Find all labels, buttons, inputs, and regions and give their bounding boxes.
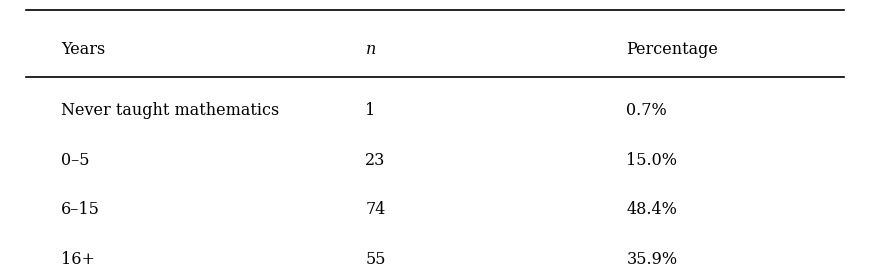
Text: n: n — [365, 41, 375, 58]
Text: Years: Years — [61, 41, 105, 58]
Text: 23: 23 — [365, 152, 385, 169]
Text: 0.7%: 0.7% — [626, 102, 667, 119]
Text: 1: 1 — [365, 102, 375, 119]
Text: 16+: 16+ — [61, 251, 95, 268]
Text: 74: 74 — [365, 201, 385, 218]
Text: 0–5: 0–5 — [61, 152, 90, 169]
Text: 48.4%: 48.4% — [626, 201, 676, 218]
Text: Percentage: Percentage — [626, 41, 718, 58]
Text: Never taught mathematics: Never taught mathematics — [61, 102, 279, 119]
Text: 55: 55 — [365, 251, 386, 268]
Text: 6–15: 6–15 — [61, 201, 100, 218]
Text: 15.0%: 15.0% — [626, 152, 677, 169]
Text: 35.9%: 35.9% — [626, 251, 677, 268]
